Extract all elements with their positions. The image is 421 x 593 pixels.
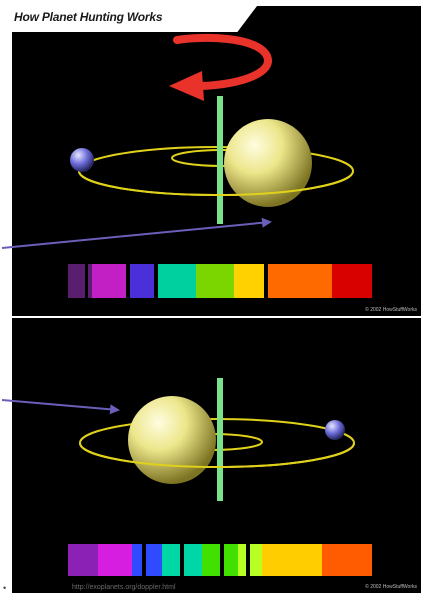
planet-sphere <box>325 420 345 440</box>
credit-top: © 2002 HowStuffWorks <box>365 307 417 313</box>
credit-bottom: © 2002 HowStuffWorks <box>365 584 417 590</box>
spectrum-bar-top <box>67 264 372 298</box>
absorption-line <box>154 264 158 298</box>
panel-bottom: © 2002 HowStuffWorks <box>12 318 421 593</box>
rotation-axis <box>217 96 223 224</box>
scene-top <box>67 33 372 298</box>
absorption-line <box>126 264 130 298</box>
scene-bottom <box>67 378 372 576</box>
absorption-line <box>246 544 250 576</box>
spectrum-bar-bottom <box>67 544 372 576</box>
source-url: http://exoplanets.org/doppler.html <box>72 584 176 591</box>
planet-sphere <box>70 148 94 172</box>
absorption-line <box>264 264 268 298</box>
absorption-line <box>142 544 146 576</box>
page-title: How Planet Hunting Works <box>14 10 163 24</box>
absorption-line <box>85 264 88 298</box>
star-sphere <box>128 396 216 484</box>
panel-top: How Planet Hunting Works © 2002 HowStuff… <box>12 6 421 316</box>
star-sphere <box>224 119 312 207</box>
rotation-axis <box>217 378 223 501</box>
curved-rotation-arrow-icon <box>169 33 272 101</box>
title-tab: How Planet Hunting Works <box>12 6 257 32</box>
absorption-line <box>180 544 184 576</box>
absorption-line <box>220 544 224 576</box>
bullet-mark: • <box>3 583 7 593</box>
